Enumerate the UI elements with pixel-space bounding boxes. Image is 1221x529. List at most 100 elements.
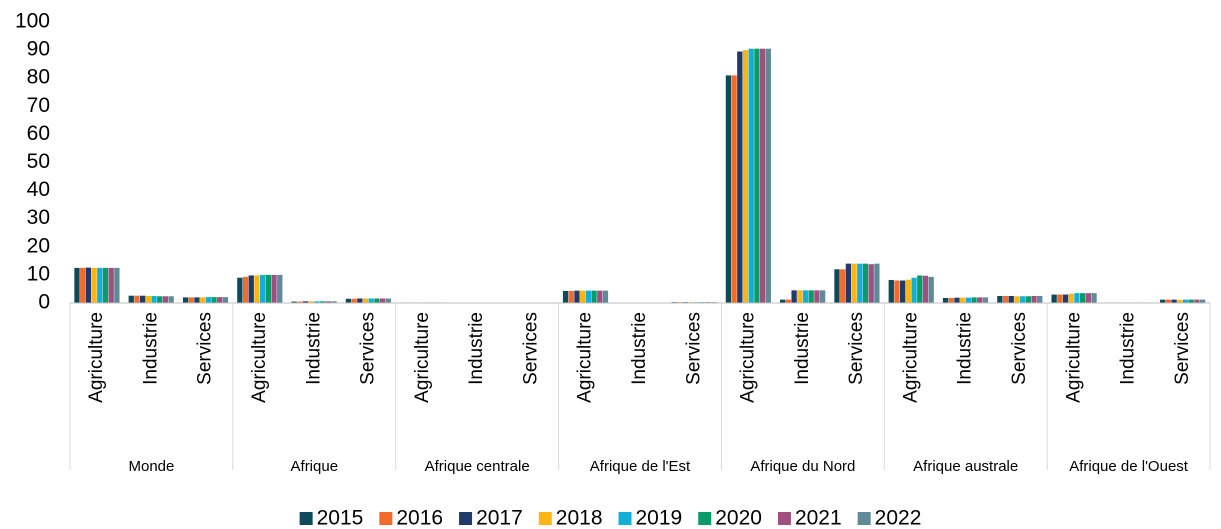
y-tick-label: 10 bbox=[27, 262, 50, 285]
x-tick-label: Industrie bbox=[792, 312, 813, 385]
bar bbox=[374, 298, 380, 303]
bar bbox=[834, 269, 840, 303]
x-tick-label: Industrie bbox=[629, 312, 650, 385]
y-tick-label: 90 bbox=[27, 38, 50, 61]
x-tick-label: Industrie bbox=[303, 312, 324, 385]
bar bbox=[188, 297, 194, 303]
bar bbox=[1002, 295, 1009, 303]
bar bbox=[862, 263, 869, 303]
bar bbox=[194, 297, 200, 303]
x-tick-label: Industrie bbox=[955, 312, 976, 385]
x-tick-label: Industrie bbox=[466, 312, 487, 385]
x-tick-label: Agriculture bbox=[1063, 312, 1084, 403]
bar bbox=[1194, 299, 1200, 303]
bar bbox=[108, 267, 114, 303]
bar bbox=[1037, 295, 1043, 303]
legend-label: 2015 bbox=[317, 507, 364, 529]
bar bbox=[942, 297, 949, 303]
bar bbox=[114, 267, 120, 303]
x-tick-label: Agriculture bbox=[900, 312, 921, 403]
bar bbox=[814, 290, 820, 303]
bar bbox=[302, 301, 309, 303]
bar bbox=[791, 290, 797, 303]
bar bbox=[1177, 299, 1183, 303]
x-tick-label: Agriculture bbox=[86, 312, 107, 403]
bar bbox=[1182, 299, 1189, 303]
y-tick-label: 40 bbox=[27, 178, 50, 201]
x-tick-label: Services bbox=[520, 312, 541, 385]
bar bbox=[900, 280, 906, 303]
bar bbox=[954, 297, 960, 303]
bar bbox=[922, 275, 929, 303]
x-tick-label: Services bbox=[1009, 312, 1030, 385]
bar bbox=[140, 295, 146, 303]
x-tick-label: Services bbox=[195, 312, 216, 385]
group-label: Monde bbox=[128, 458, 174, 475]
bar bbox=[211, 297, 217, 303]
bar bbox=[1091, 293, 1097, 303]
bar bbox=[385, 298, 391, 303]
bar bbox=[597, 290, 603, 303]
bar bbox=[1199, 299, 1206, 303]
bar bbox=[917, 275, 923, 303]
bar bbox=[314, 301, 320, 303]
bar bbox=[1031, 295, 1037, 303]
bar bbox=[277, 274, 283, 303]
bar bbox=[840, 269, 846, 303]
bar bbox=[1068, 293, 1074, 303]
bar bbox=[874, 263, 880, 303]
bar bbox=[134, 295, 140, 303]
bar bbox=[325, 301, 331, 303]
bar bbox=[731, 75, 737, 303]
group-label: Afrique australe bbox=[913, 458, 1018, 475]
legend-swatch bbox=[857, 512, 871, 525]
bar bbox=[785, 299, 792, 303]
bar bbox=[802, 290, 809, 303]
legend-swatch bbox=[698, 512, 712, 525]
legend-label: 2021 bbox=[795, 507, 842, 529]
bar bbox=[91, 267, 97, 303]
group-label: Afrique du Nord bbox=[750, 458, 855, 475]
bar bbox=[948, 297, 954, 303]
bar bbox=[819, 290, 826, 303]
y-tick-label: 50 bbox=[27, 150, 50, 173]
bar bbox=[888, 279, 894, 303]
bar bbox=[911, 277, 917, 303]
legend-label: 2022 bbox=[875, 507, 922, 529]
bar bbox=[145, 295, 152, 303]
x-tick-label: Industrie bbox=[1118, 312, 1139, 385]
bar bbox=[265, 274, 271, 303]
y-tick-label: 20 bbox=[27, 234, 50, 257]
bar bbox=[971, 297, 977, 303]
bar bbox=[568, 290, 574, 303]
bar bbox=[85, 267, 92, 303]
x-tick-label: Agriculture bbox=[412, 312, 433, 403]
bar bbox=[765, 48, 771, 303]
bar bbox=[797, 290, 803, 303]
x-tick-label: Services bbox=[846, 312, 867, 385]
bar bbox=[759, 48, 766, 303]
legend-label: 2018 bbox=[556, 507, 603, 529]
bar bbox=[754, 48, 760, 303]
x-tick-label: Agriculture bbox=[738, 312, 759, 403]
bar bbox=[297, 301, 303, 303]
legend-label: 2016 bbox=[396, 507, 443, 529]
bar bbox=[585, 290, 592, 303]
bar bbox=[368, 298, 374, 303]
bar bbox=[602, 290, 609, 303]
bar bbox=[1062, 294, 1069, 303]
bar bbox=[362, 298, 369, 303]
bar bbox=[331, 301, 337, 303]
group-label: Afrique centrale bbox=[425, 458, 530, 475]
bar bbox=[982, 297, 989, 303]
legend-label: 2019 bbox=[636, 507, 683, 529]
legend-label: 2020 bbox=[715, 507, 762, 529]
group-label: Afrique de l'Est bbox=[590, 458, 691, 475]
bar bbox=[1085, 293, 1091, 303]
legend-swatch bbox=[777, 512, 791, 525]
bar bbox=[851, 263, 857, 303]
bar bbox=[162, 296, 169, 303]
bar bbox=[291, 301, 297, 303]
bar bbox=[182, 297, 189, 303]
